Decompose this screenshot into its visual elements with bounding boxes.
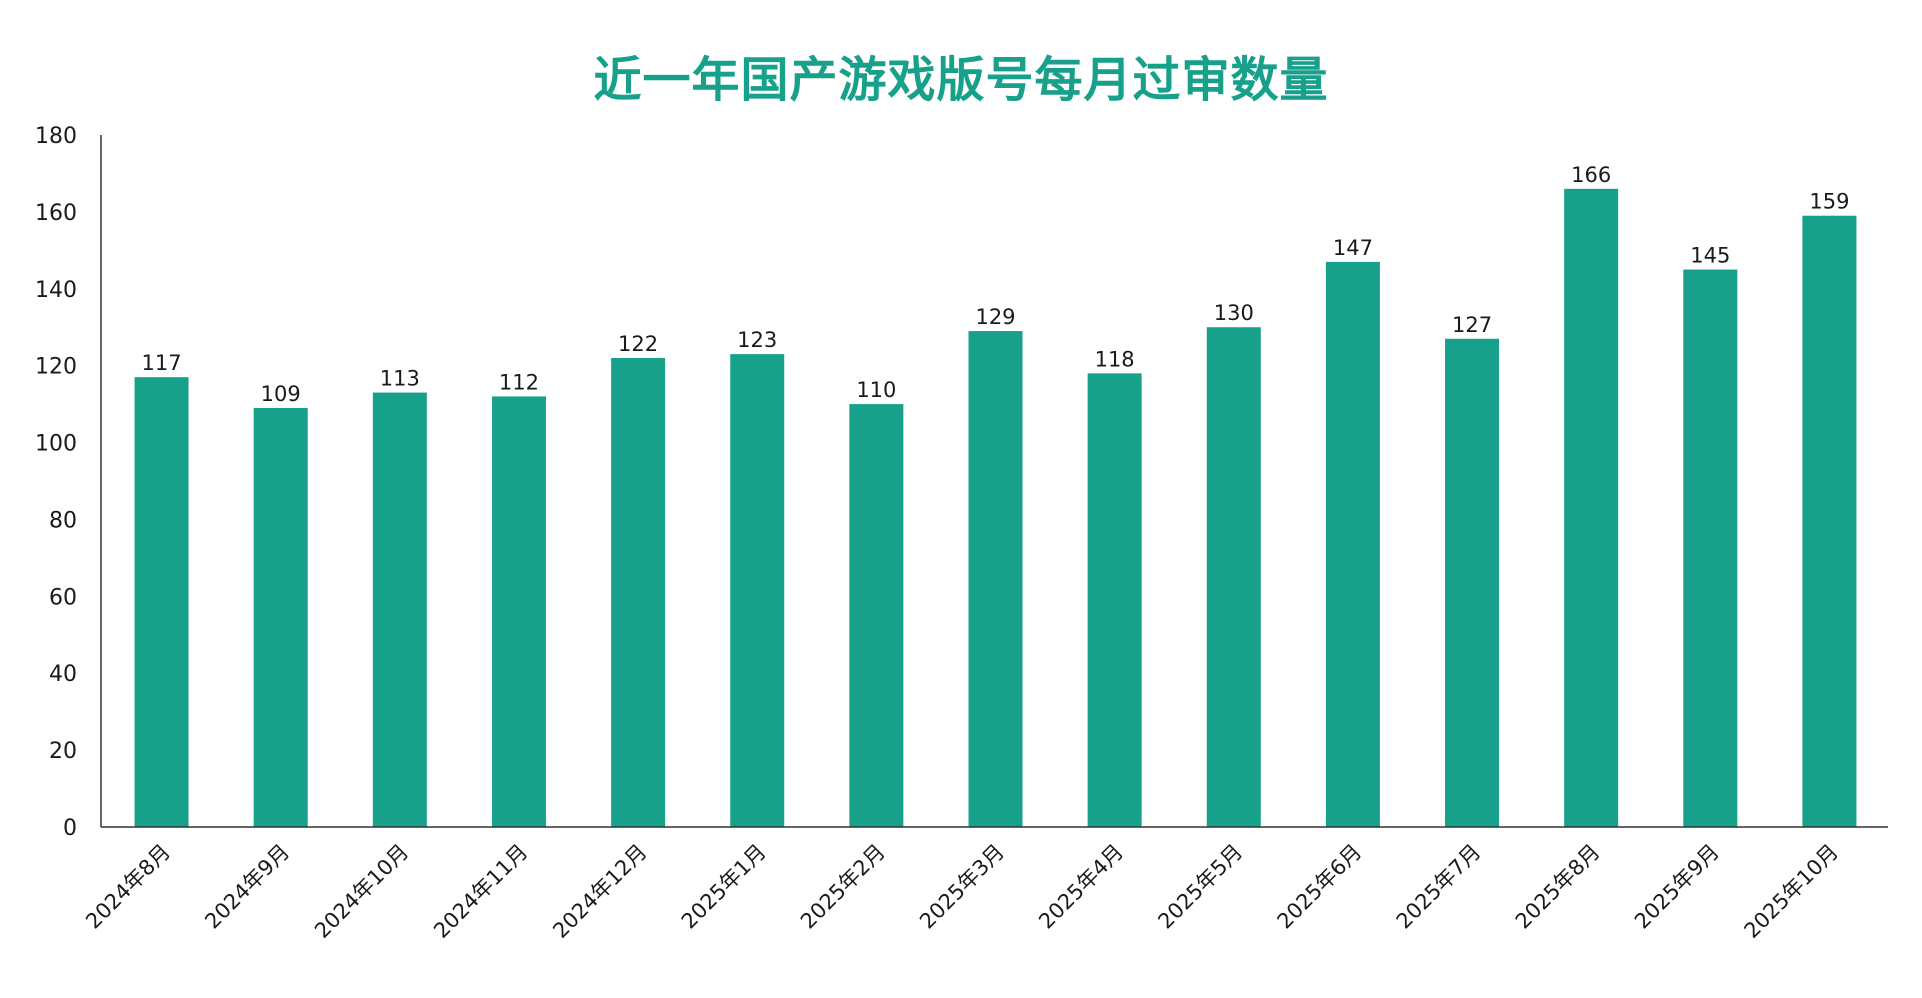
x-category-label: 2025年1月 [677, 840, 771, 934]
y-tick-label: 80 [49, 508, 77, 533]
x-category-label: 2025年8月 [1511, 840, 1605, 934]
x-category-label: 2024年8月 [81, 840, 175, 934]
bar [134, 377, 189, 827]
x-category-label: 2025年7月 [1392, 840, 1486, 934]
bar [1445, 338, 1500, 827]
bar [730, 354, 785, 827]
y-tick-label: 40 [49, 662, 77, 687]
bar [1206, 327, 1261, 827]
x-category-label: 2025年10月 [1740, 840, 1843, 943]
bar [253, 407, 308, 827]
x-axis-labels: 2024年8月 2024年9月 2024年10月 2024年11月 2024年12月 20… [81, 840, 1843, 943]
x-category-label: 2024年9月 [200, 840, 294, 934]
x-category-label: 2025年4月 [1034, 840, 1128, 934]
bar [611, 357, 666, 827]
bar-value-label: 130 [1214, 301, 1254, 325]
bar-value-label: 166 [1571, 163, 1611, 187]
x-category-label: 2025年6月 [1273, 840, 1367, 934]
y-tick-label: 100 [35, 432, 77, 457]
y-tick-label: 160 [35, 201, 77, 226]
bar-value-label: 127 [1452, 313, 1492, 337]
x-category-label: 2025年5月 [1153, 840, 1247, 934]
bar [372, 392, 427, 827]
bar [1325, 261, 1380, 827]
bar [1802, 215, 1857, 827]
y-tick-label: 140 [35, 278, 77, 303]
bar-value-label: 112 [499, 370, 539, 394]
bar [968, 331, 1023, 827]
y-tick-label: 120 [35, 355, 77, 380]
x-category-label: 2025年9月 [1630, 840, 1724, 934]
bar-value-label: 118 [1095, 347, 1135, 371]
bar-value-label: 113 [380, 367, 420, 391]
y-tick-label: 60 [49, 585, 77, 610]
bar-value-label: 110 [856, 378, 896, 402]
x-category-label: 2024年11月 [429, 840, 532, 943]
y-tick-label: 20 [49, 739, 77, 764]
bar-value-label: 129 [975, 305, 1015, 329]
bar-value-label: 147 [1333, 236, 1373, 260]
data-labels: 117 109 113 112 122 123 110 129 118 130 147 127 166 1… [142, 163, 1850, 406]
bar-value-label: 117 [142, 351, 182, 375]
bar-value-label: 159 [1809, 190, 1849, 214]
bar [491, 396, 546, 827]
bar [1683, 269, 1738, 827]
bar-value-label: 122 [618, 332, 658, 356]
bar-value-label: 145 [1690, 244, 1730, 268]
bar-value-label: 123 [737, 328, 777, 352]
bar-value-label: 109 [261, 382, 301, 406]
y-tick-label: 180 [35, 124, 77, 149]
chart-title: 近一年国产游戏版号每月过审数量 [593, 52, 1329, 108]
y-tick-label: 0 [63, 816, 77, 841]
bar [1087, 373, 1142, 827]
bar [1564, 188, 1619, 828]
x-category-label: 2024年12月 [548, 840, 651, 943]
bar [849, 404, 904, 827]
x-category-label: 2025年2月 [796, 840, 890, 934]
x-category-label: 2025年3月 [915, 840, 1009, 934]
y-axis-ticks: 0 20 40 60 80 100 120 140 160 180 [35, 124, 77, 841]
bar-series [134, 188, 1857, 828]
x-category-label: 2024年10月 [310, 840, 413, 943]
